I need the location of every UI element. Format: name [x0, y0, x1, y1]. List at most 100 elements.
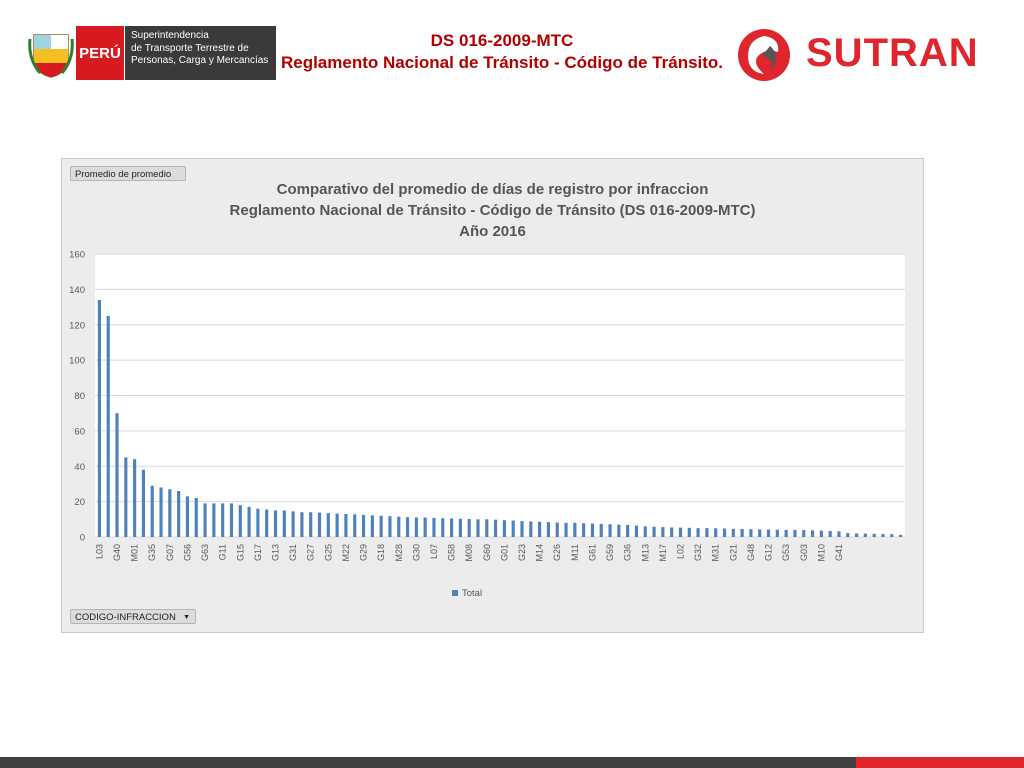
bar: [828, 530, 832, 537]
bar: [494, 519, 498, 537]
bar: [555, 522, 559, 537]
bar: [714, 528, 718, 537]
bar: [722, 528, 727, 537]
category-field-dropdown[interactable]: CODIGO-INFRACCION ▼: [70, 609, 196, 624]
bar: [150, 485, 154, 537]
x-tick-label: G35: [147, 544, 157, 561]
x-tick-label: G63: [200, 544, 210, 561]
x-tick-label: G23: [517, 544, 527, 561]
chart-title-line3: Año 2016: [459, 223, 526, 240]
x-tick-label: G11: [218, 544, 228, 560]
y-tick-label: 120: [69, 320, 85, 331]
x-tick-label: L03: [94, 544, 104, 559]
footer-bar-accent: [856, 757, 1024, 768]
x-tick-label: G15: [235, 544, 245, 561]
x-tick-label: G26: [552, 544, 562, 561]
bar: [309, 512, 313, 537]
bar: [300, 512, 304, 537]
bar: [846, 533, 850, 537]
bar: [863, 533, 867, 537]
bar: [115, 413, 119, 537]
bar: [458, 518, 462, 537]
bar: [177, 491, 181, 537]
bar: [168, 489, 172, 537]
bar: [740, 529, 744, 537]
x-tick-label: G53: [781, 544, 791, 561]
y-tick-label: 100: [69, 356, 85, 367]
y-tick-label: 40: [74, 462, 85, 473]
y-tick-label: 80: [74, 391, 85, 402]
bar: [819, 530, 823, 537]
footer-bar: [0, 757, 1024, 768]
x-tick-label: G36: [623, 544, 633, 561]
bar: [590, 523, 595, 537]
page-title-line2: Reglamento Nacional de Tránsito - Código…: [280, 53, 724, 72]
bar: [564, 522, 568, 537]
bar: [502, 520, 506, 537]
x-tick-label: M08: [464, 544, 474, 562]
bar: [511, 520, 515, 537]
bar: [775, 529, 779, 537]
bar: [749, 529, 753, 537]
x-tick-label: M01: [130, 544, 140, 562]
bar: [221, 503, 225, 537]
x-tick-label: G48: [746, 544, 756, 561]
bar: [185, 496, 190, 537]
x-tick-label: M10: [816, 544, 826, 562]
page-title-line1: DS 016-2009-MTC: [430, 31, 574, 50]
bar: [449, 518, 454, 537]
y-tick-label: 20: [74, 497, 85, 508]
bar: [652, 526, 656, 537]
legend-swatch: [452, 590, 458, 597]
bar: [291, 511, 295, 537]
x-tick-label: L02: [675, 544, 685, 559]
chevron-down-icon[interactable]: ▼: [183, 614, 190, 621]
bar: [881, 533, 885, 537]
bar: [766, 529, 771, 537]
bar: [335, 513, 339, 537]
x-tick-label: G27: [306, 544, 316, 561]
agency-line: de Transporte Terrestre de: [131, 42, 249, 54]
x-tick-label: G29: [359, 544, 369, 561]
x-tick-label: G60: [482, 544, 492, 561]
x-tick-label: G30: [411, 544, 421, 561]
bar: [133, 459, 137, 537]
x-tick-label: M22: [341, 544, 351, 562]
bar: [432, 517, 436, 537]
y-tick-label: 60: [74, 426, 85, 437]
bar: [256, 508, 260, 537]
bar: [441, 518, 445, 537]
bar: [758, 529, 762, 537]
legend-label: Total: [462, 588, 483, 599]
x-tick-label: G31: [288, 544, 298, 561]
bar: [529, 521, 533, 537]
bar: [731, 528, 735, 537]
bar: [705, 528, 709, 537]
bar: [476, 519, 480, 537]
bar: [872, 533, 876, 537]
x-tick-label: M17: [658, 544, 668, 562]
bar: [238, 505, 242, 537]
bar: [854, 533, 859, 537]
bar: [370, 515, 374, 537]
bar: [670, 527, 674, 537]
x-tick-label: G12: [764, 544, 774, 561]
y-tick-label: 0: [80, 533, 85, 544]
bar: [353, 514, 357, 537]
bar: [106, 315, 110, 537]
x-tick-label: G17: [253, 544, 263, 561]
sutran-logo-icon: [738, 29, 790, 81]
x-tick-label: G25: [323, 544, 333, 561]
bar: [212, 503, 216, 537]
bar: [397, 516, 401, 537]
x-tick-label: G58: [447, 544, 457, 561]
agency-name: Superintendencia de Transporte Terrestre…: [125, 26, 276, 80]
bar: [634, 525, 639, 537]
peru-crest-icon: [28, 34, 74, 78]
measure-field-button[interactable]: Promedio de promedio: [70, 166, 186, 181]
bar: [608, 524, 612, 537]
bar: [203, 503, 207, 537]
bar: [326, 513, 330, 537]
x-tick-label: L07: [429, 544, 439, 559]
bar: [405, 517, 410, 537]
